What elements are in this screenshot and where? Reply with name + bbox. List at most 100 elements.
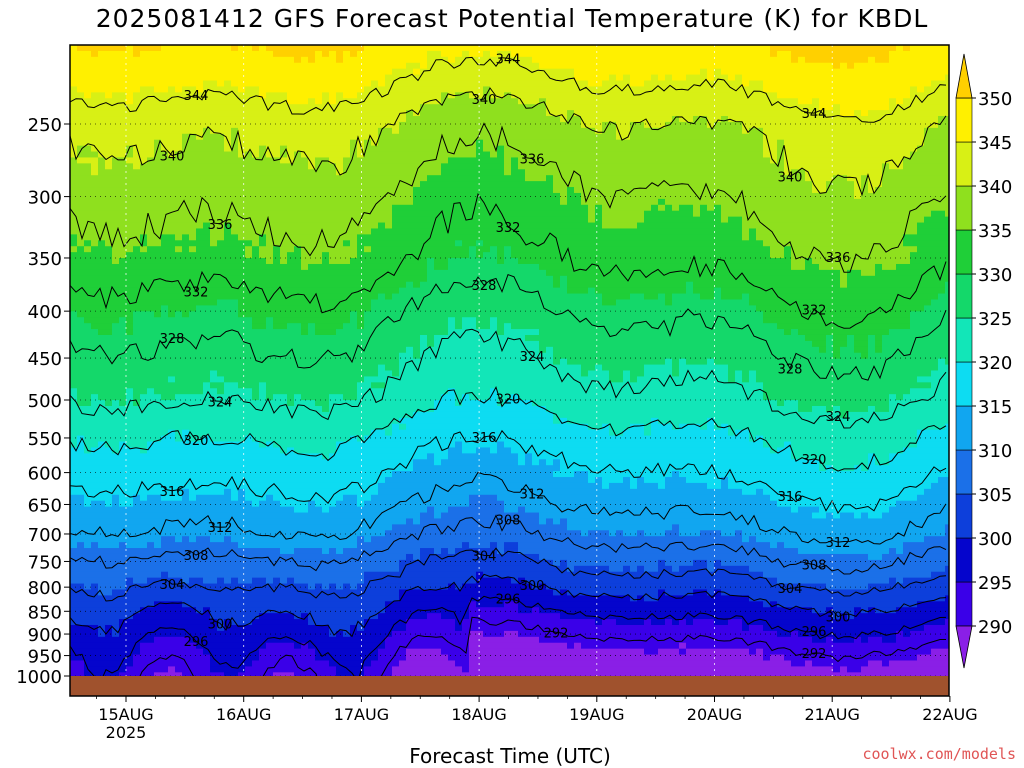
heatmap-cell-3978 xyxy=(322,151,330,159)
heatmap-cell-290 xyxy=(84,459,92,466)
heatmap-cell-4915 xyxy=(378,488,386,496)
heatmap-cell-4885 xyxy=(378,311,386,318)
heatmap-cell-2740 xyxy=(238,636,246,644)
heatmap-cell-2952 xyxy=(252,589,260,596)
heatmap-cell-165 xyxy=(77,370,85,378)
heatmap-cell-3613 xyxy=(294,595,302,602)
heatmap-cell-855 xyxy=(119,548,127,555)
heatmap-cell-3691 xyxy=(301,406,309,413)
heatmap-cell-2658 xyxy=(238,151,246,159)
heatmap-cell-3770 xyxy=(308,222,316,230)
heatmap-cell-3042 xyxy=(259,471,267,478)
heatmap-cell-1266 xyxy=(147,376,155,383)
heatmap-cell-3868 xyxy=(315,151,323,159)
heatmap-cell-1375 xyxy=(154,370,162,378)
heatmap-cell-4582 xyxy=(357,471,365,478)
heatmap-cell-4908 xyxy=(378,447,386,454)
heatmap-cell-4439 xyxy=(350,275,358,283)
heatmap-cell-3563 xyxy=(294,299,302,306)
heatmap-cell-3601 xyxy=(294,524,302,531)
heatmap-cell-375 xyxy=(91,311,99,318)
heatmap-cell-3412 xyxy=(287,56,295,64)
heatmap-cell-1973 xyxy=(189,654,197,662)
heatmap-cell-3655 xyxy=(301,192,309,200)
heatmap-cell-1767 xyxy=(182,86,190,93)
heatmap-cell-3115 xyxy=(266,252,274,259)
heatmap-cell-4718 xyxy=(364,624,372,632)
heatmap-cell-1713 xyxy=(175,417,183,425)
heatmap-cell-3284 xyxy=(273,601,281,608)
heatmap-cell-4552 xyxy=(357,293,365,301)
heatmap-cell-4409 xyxy=(350,98,358,105)
heatmap-cell-3902 xyxy=(315,352,323,360)
heatmap-cell-3119 xyxy=(266,275,274,283)
heatmap-cell-2567 xyxy=(231,263,239,271)
heatmap-cell-3393 xyxy=(280,595,288,602)
heatmap-cell-2531 xyxy=(231,50,239,58)
heatmap-cell-2141 xyxy=(203,346,211,354)
heatmap-cell-2751 xyxy=(245,50,253,58)
heatmap-cell-4922 xyxy=(378,530,386,537)
heatmap-cell-1436 xyxy=(161,80,169,88)
heatmap-cell-3683 xyxy=(301,358,309,366)
heatmap-cell-2653 xyxy=(238,121,246,129)
heatmap-cell-2933 xyxy=(252,477,260,484)
heatmap-cell-40 xyxy=(70,281,78,289)
heatmap-cell-2555 xyxy=(231,192,239,200)
heatmap-cell-4116 xyxy=(329,317,337,324)
heatmap-cell-524 xyxy=(98,542,106,549)
heatmap-cell-3257 xyxy=(273,441,281,449)
heatmap-cell-2410 xyxy=(217,636,225,644)
heatmap-cell-349 xyxy=(91,157,99,164)
heatmap-cell-557 xyxy=(105,86,113,93)
heatmap-cell-3825 xyxy=(308,548,316,555)
heatmap-cell-4579 xyxy=(357,453,365,460)
heatmap-cell-3432 xyxy=(287,175,295,182)
heatmap-cell-1524 xyxy=(161,601,169,608)
heatmap-cell-1540 xyxy=(168,45,176,52)
heatmap-cell-160 xyxy=(77,340,85,348)
heatmap-cell-2176 xyxy=(203,553,211,561)
heatmap-cell-2120 xyxy=(203,222,211,230)
heatmap-cell-1839 xyxy=(182,512,190,520)
heatmap-cell-497 xyxy=(98,382,106,389)
heatmap-cell-2130 xyxy=(203,281,211,289)
heatmap-cell-4094 xyxy=(329,187,337,194)
heatmap-cell-4952 xyxy=(385,56,393,64)
heatmap-cell-2723 xyxy=(238,536,246,543)
heatmap-cell-2716 xyxy=(238,494,246,502)
heatmap-cell-2608 xyxy=(231,506,239,514)
heatmap-cell-2086 xyxy=(196,672,204,679)
heatmap-cell-800 xyxy=(119,222,127,230)
heatmap-cell-1532 xyxy=(161,648,169,656)
heatmap-cell-2453 xyxy=(224,240,232,247)
heatmap-cell-4190 xyxy=(336,104,344,111)
heatmap-cell-4811 xyxy=(371,524,379,531)
heatmap-cell-3000 xyxy=(259,222,267,230)
heatmap-cell-4709 xyxy=(364,571,372,579)
heatmap-cell-4346 xyxy=(343,376,351,383)
heatmap-cell-3312 xyxy=(280,116,288,123)
heatmap-cell-1295 xyxy=(147,548,155,555)
heatmap-cell-2046 xyxy=(196,435,204,443)
heatmap-cell-4537 xyxy=(357,204,365,212)
heatmap-cell-1923 xyxy=(189,358,197,366)
heatmap-cell-1206 xyxy=(140,672,148,679)
heatmap-cell-2169 xyxy=(203,512,211,520)
heatmap-cell-762 xyxy=(112,648,120,656)
heatmap-cell-3222 xyxy=(273,234,281,241)
heatmap-cell-4960 xyxy=(385,104,393,111)
heatmap-cell-150 xyxy=(77,281,85,289)
heatmap-cell-2276 xyxy=(210,494,218,502)
heatmap-cell-2110 xyxy=(203,163,211,170)
heatmap-cell-1670 xyxy=(175,163,183,170)
heatmap-cell-1571 xyxy=(168,228,176,235)
heatmap-cell-1345 xyxy=(154,192,162,200)
heatmap-cell-3512 xyxy=(287,648,295,656)
heatmap-cell-3654 xyxy=(301,187,309,194)
heatmap-cell-831 xyxy=(119,406,127,413)
heatmap-cell-4990 xyxy=(385,281,393,289)
heatmap-cell-1525 xyxy=(161,607,169,614)
heatmap-cell-596 xyxy=(105,317,113,324)
heatmap-cell-4877 xyxy=(378,263,386,271)
